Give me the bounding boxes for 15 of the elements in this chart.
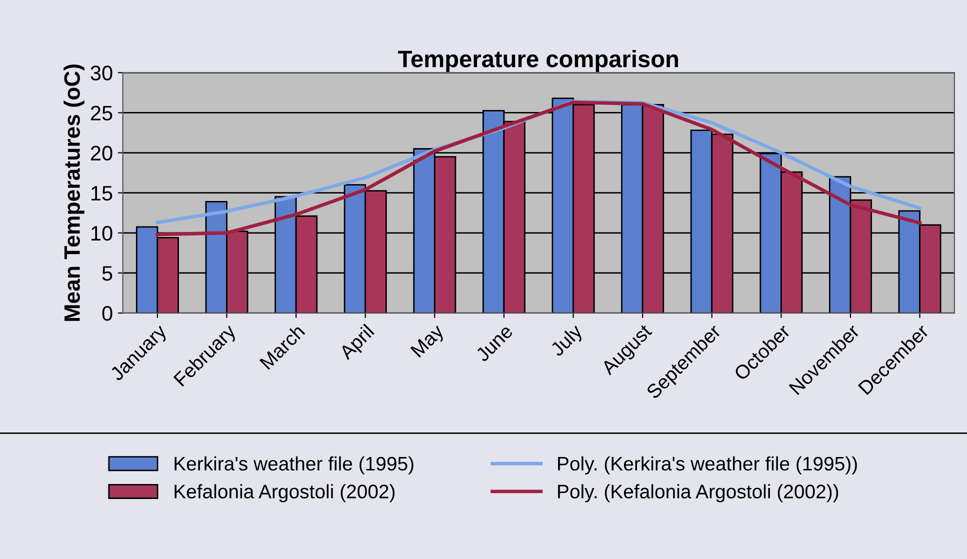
- y-tick-label: 20: [90, 146, 112, 161]
- y-tick-label: 25: [90, 106, 112, 120]
- y-tick-label: 15: [92, 186, 112, 201]
- x-tick-label: July: [549, 322, 586, 360]
- x-tick-label: May: [410, 323, 448, 360]
- y-tick-label: 5: [102, 266, 112, 281]
- y-tick-label: 10: [92, 226, 112, 241]
- legend-label: Kerkira's weather file (1995): [174, 456, 414, 474]
- y-tick-label: 0: [102, 306, 112, 321]
- chart-title: Temperature comparison: [398, 50, 678, 72]
- legend-label: Poly. (Kefalonia Argostoli (2002)): [558, 484, 838, 502]
- legend-label: Poly. (Kerkira's weather file (1995)): [558, 456, 857, 474]
- y-tick-label: 30: [90, 66, 112, 80]
- y-axis-title: Mean Temperatures (oC): [64, 64, 84, 321]
- legend-label: Kefalonia Argostoli (2002): [174, 484, 395, 502]
